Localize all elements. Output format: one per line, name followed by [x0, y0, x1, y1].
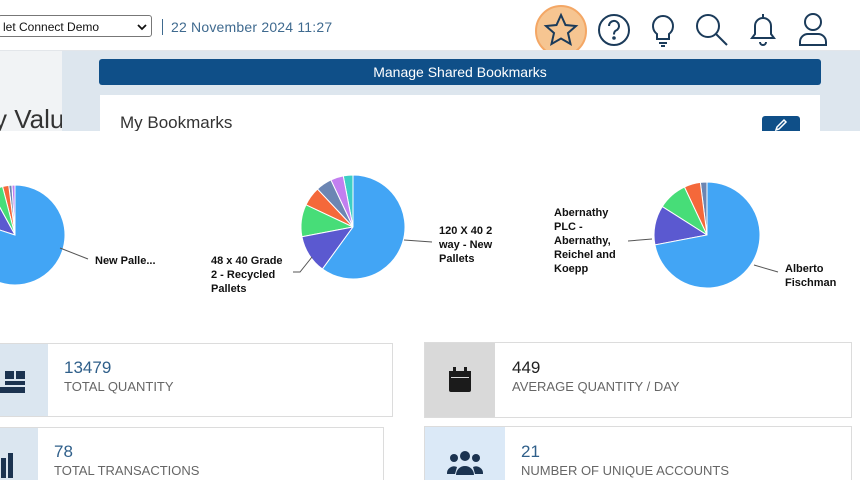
- stat-icon-box: [425, 343, 495, 417]
- stat-value: 78: [54, 442, 73, 461]
- stat-value: 13479: [64, 358, 112, 377]
- search-icon[interactable]: [696, 14, 720, 38]
- leader-line: [293, 256, 313, 273]
- pie-slice: [654, 181, 761, 289]
- highlight: [535, 5, 587, 50]
- calendar-icon: [449, 367, 471, 392]
- pie-slice: [321, 174, 406, 280]
- account-select-text: let Connect Demo: [3, 20, 100, 34]
- select-arrow: [137, 24, 147, 31]
- stat-icon-box: [0, 344, 48, 416]
- stat-label: NUMBER OF UNIQUE ACCOUNTS: [521, 463, 730, 478]
- section-heading: y Valu: [0, 104, 65, 134]
- pie-label: Alberto Fischman: [785, 263, 837, 289]
- top-bar: let Connect Demo 22 November 2024 11:27: [0, 0, 860, 51]
- stat-icon-box: [0, 428, 38, 480]
- stat-value: 449: [512, 358, 541, 377]
- pie-slice: [0, 206, 17, 236]
- help-icon[interactable]: [598, 14, 630, 46]
- stat-card: 78 TOTAL TRANSACTIONS: [0, 427, 384, 480]
- toolbar-icons: [535, 5, 827, 50]
- leader-line: [753, 264, 779, 273]
- pie-label: 120 X 40 2 way - New Pallets: [439, 225, 493, 265]
- stat-card: 13479 TOTAL QUANTITY: [0, 343, 393, 417]
- tips-icon[interactable]: [652, 15, 674, 47]
- chart-icon: [1, 453, 13, 478]
- edit-icon: [774, 118, 788, 132]
- bookmarks-card: [100, 95, 820, 135]
- user-icon[interactable]: [804, 13, 822, 31]
- stat-card: 449 AVERAGE QUANTITY / DAY: [424, 342, 852, 418]
- pie-slice: [0, 184, 66, 286]
- datetime: 22 November 2024 11:27: [162, 19, 332, 35]
- my-bookmarks-title: My Bookmarks: [120, 113, 233, 132]
- stat-label: TOTAL TRANSACTIONS: [54, 463, 200, 478]
- pie-label: New Palle...: [95, 255, 156, 267]
- stat-value: 21: [521, 442, 540, 461]
- stat-label: TOTAL QUANTITY: [64, 379, 174, 394]
- stat-label: AVERAGE QUANTITY / DAY: [512, 379, 680, 394]
- leader-line: [403, 239, 433, 243]
- stat-icon-box: [425, 427, 505, 480]
- notifications-icon[interactable]: [750, 14, 776, 46]
- pie-slice: [0, 185, 16, 236]
- pallet-icon: [0, 371, 25, 393]
- account-select[interactable]: let Connect Demo: [0, 15, 152, 37]
- pie-label: Abernathy PLC - Abernathy, Reichel and K…: [554, 207, 616, 275]
- leader-line: [59, 247, 89, 260]
- pie-label: 48 x 40 Grade 2 - Recycled Pallets: [211, 255, 283, 295]
- users-icon: [446, 451, 484, 475]
- manage-bookmarks-button[interactable]: Manage Shared Bookmarks: [99, 59, 821, 85]
- leader-line: [627, 238, 653, 242]
- bookmark-star[interactable]: [543, 12, 579, 47]
- pie-charts: [0, 174, 779, 289]
- stat-card: 21 NUMBER OF UNIQUE ACCOUNTS: [424, 426, 852, 480]
